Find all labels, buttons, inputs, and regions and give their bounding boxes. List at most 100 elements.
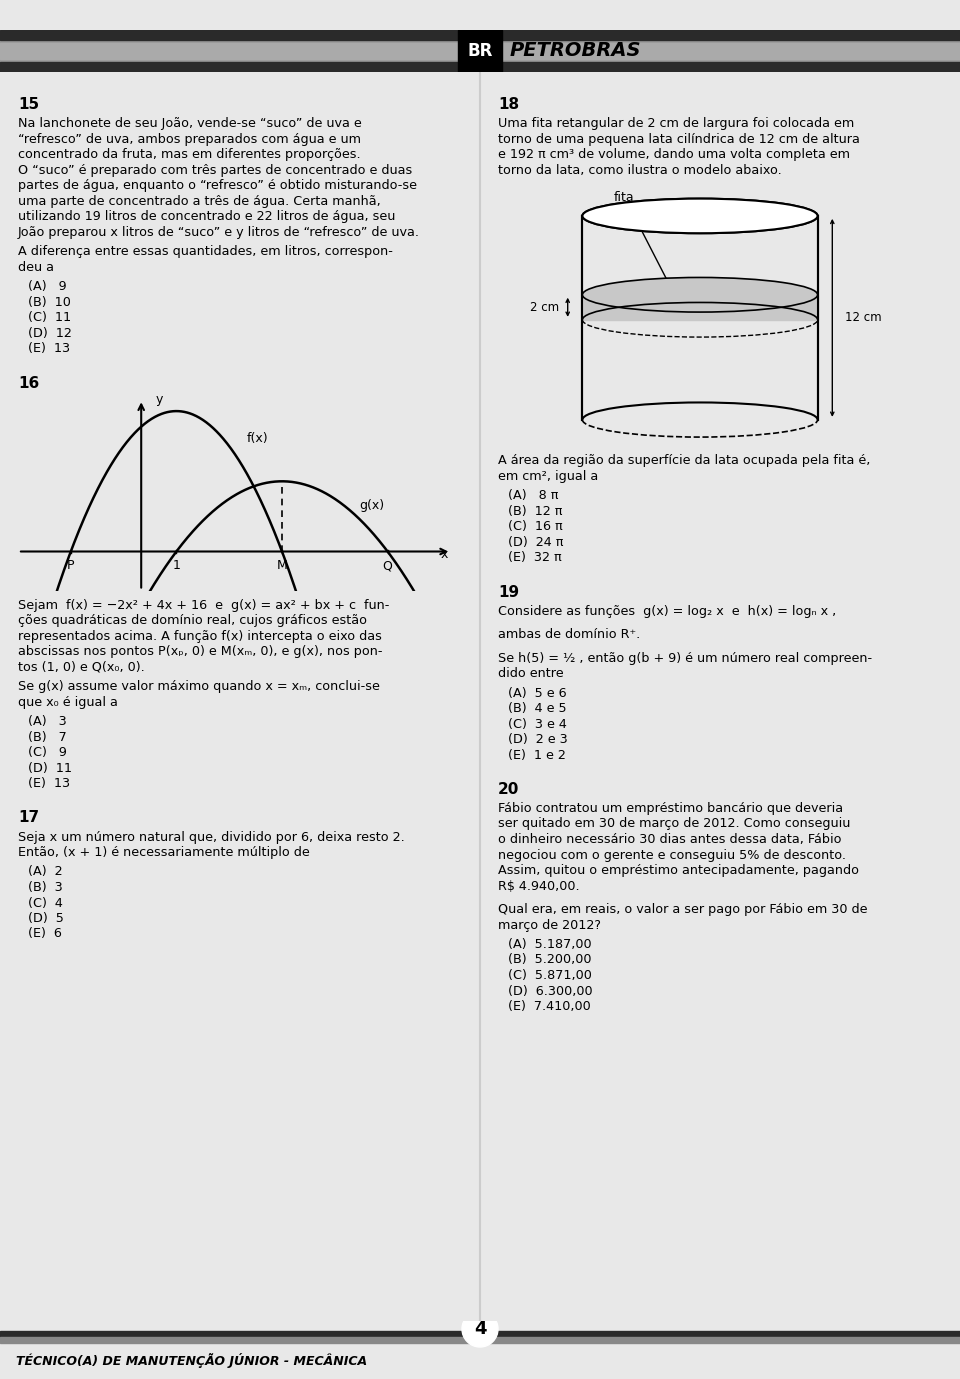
Text: 19: 19: [498, 585, 519, 600]
Bar: [0, 43, 960, 59]
Text: (C)  3 e 4: (C) 3 e 4: [508, 717, 566, 731]
Text: (A)   9: (A) 9: [28, 280, 66, 292]
Text: O “suco” é preparado com três partes de concentrado e duas: O “suco” é preparado com três partes de …: [18, 164, 412, 177]
Text: Uma fita retangular de 2 cm de largura foi colocada em: Uma fita retangular de 2 cm de largura f…: [498, 117, 854, 130]
Text: A área da região da superfície da lata ocupada pela fita é,: A área da região da superfície da lata o…: [498, 454, 871, 467]
Text: 4: 4: [473, 1320, 487, 1338]
Text: (E)  32 π: (E) 32 π: [508, 552, 562, 564]
Text: P: P: [67, 560, 75, 572]
Text: R$ 4.940,00.: R$ 4.940,00.: [498, 880, 580, 892]
Text: (B)  3: (B) 3: [28, 881, 62, 894]
Text: f(x): f(x): [247, 432, 269, 445]
Text: (A)  5.187,00: (A) 5.187,00: [508, 938, 591, 952]
Text: (E)  13: (E) 13: [28, 776, 70, 790]
Bar: [583, 295, 818, 320]
Text: (D)  11: (D) 11: [28, 761, 72, 775]
Text: ser quitado em 30 de março de 2012. Como conseguiu: ser quitado em 30 de março de 2012. Como…: [498, 818, 851, 830]
Text: ções quadráticas de domínio real, cujos gráficos estão: ções quadráticas de domínio real, cujos …: [18, 614, 367, 627]
Bar: [0, 1338, 960, 1343]
Text: (C)  5.871,00: (C) 5.871,00: [508, 969, 592, 982]
Bar: [0, 40, 960, 62]
Text: (C)  4: (C) 4: [28, 896, 62, 910]
Text: (E)  1 e 2: (E) 1 e 2: [508, 749, 565, 761]
Text: A diferença entre essas quantidades, em litros, correspon-: A diferença entre essas quantidades, em …: [18, 245, 393, 258]
Text: que x₀ é igual a: que x₀ é igual a: [18, 695, 118, 709]
Text: x: x: [441, 547, 447, 561]
Text: 2 cm: 2 cm: [530, 301, 559, 314]
Text: (C)  16 π: (C) 16 π: [508, 520, 563, 534]
Text: partes de água, enquanto o “refresco” é obtido misturando-se: partes de água, enquanto o “refresco” é …: [18, 179, 417, 192]
Text: Considere as funções  g(x) = log₂ x  e  h(x) = logₙ x ,: Considere as funções g(x) = log₂ x e h(x…: [498, 604, 836, 618]
Text: (D)  2 e 3: (D) 2 e 3: [508, 734, 567, 746]
Text: uma parte de concentrado a três de água. Certa manhã,: uma parte de concentrado a três de água.…: [18, 194, 381, 207]
Text: M: M: [276, 560, 287, 572]
Text: João preparou x litros de “suco” e y litros de “refresco” de uva.: João preparou x litros de “suco” e y lit…: [18, 226, 420, 239]
Text: (D)  12: (D) 12: [28, 327, 72, 339]
Text: BR: BR: [468, 41, 492, 61]
Circle shape: [462, 1311, 498, 1347]
Text: deu a: deu a: [18, 261, 54, 273]
Text: 1: 1: [173, 560, 180, 572]
Text: (D)  5: (D) 5: [28, 912, 64, 925]
Text: (D)  6.300,00: (D) 6.300,00: [508, 985, 592, 997]
Text: (B)   7: (B) 7: [28, 731, 67, 743]
Text: Se g(x) assume valor máximo quando x = xₘ, conclui-se: Se g(x) assume valor máximo quando x = x…: [18, 680, 380, 694]
Text: Na lanchonete de seu João, vende-se “suco” de uva e: Na lanchonete de seu João, vende-se “suc…: [18, 117, 362, 130]
Bar: [0, 30, 960, 40]
Text: representados acima. A função f(x) intercepta o eixo das: representados acima. A função f(x) inter…: [18, 629, 382, 643]
Text: Fábio contratou um empréstimo bancário que deveria: Fábio contratou um empréstimo bancário q…: [498, 803, 843, 815]
Text: (A)  5 e 6: (A) 5 e 6: [508, 687, 566, 699]
Text: negociou com o gerente e conseguiu 5% de desconto.: negociou com o gerente e conseguiu 5% de…: [498, 848, 846, 862]
Text: concentrado da fruta, mas em diferentes proporções.: concentrado da fruta, mas em diferentes …: [18, 148, 361, 161]
Text: 17: 17: [18, 811, 39, 826]
Text: (E)  6: (E) 6: [28, 928, 61, 940]
Text: Sejam  f(x) = −2x² + 4x + 16  e  g(x) = ax² + bx + c  fun-: Sejam f(x) = −2x² + 4x + 16 e g(x) = ax²…: [18, 598, 390, 611]
Text: g(x): g(x): [359, 499, 385, 512]
Text: 20: 20: [498, 782, 519, 797]
Text: Qual era, em reais, o valor a ser pago por Fábio em 30 de: Qual era, em reais, o valor a ser pago p…: [498, 903, 868, 916]
Text: (D)  24 π: (D) 24 π: [508, 535, 564, 549]
Text: (A)   3: (A) 3: [28, 714, 67, 728]
Bar: [458, 30, 502, 72]
Text: fita: fita: [614, 190, 677, 299]
Text: 12 cm: 12 cm: [846, 312, 882, 324]
Text: Assim, quitou o empréstimo antecipadamente, pagando: Assim, quitou o empréstimo antecipadamen…: [498, 865, 859, 877]
Text: (B)  4 e 5: (B) 4 e 5: [508, 702, 566, 714]
Text: (A)   8 π: (A) 8 π: [508, 490, 559, 502]
Text: Q: Q: [383, 560, 393, 572]
Text: o dinheiro necessário 30 dias antes dessa data, Fábio: o dinheiro necessário 30 dias antes dess…: [498, 833, 842, 845]
Ellipse shape: [583, 199, 818, 233]
Bar: [0, 62, 960, 72]
Text: ambas de domínio R⁺.: ambas de domínio R⁺.: [498, 627, 640, 641]
Text: (B)  5.200,00: (B) 5.200,00: [508, 953, 591, 967]
Text: (B)  12 π: (B) 12 π: [508, 505, 563, 517]
Text: (C)  11: (C) 11: [28, 312, 71, 324]
Ellipse shape: [583, 277, 818, 312]
Text: dido entre: dido entre: [498, 667, 564, 680]
Text: (C)   9: (C) 9: [28, 746, 67, 758]
Text: em cm², igual a: em cm², igual a: [498, 469, 598, 483]
Text: abscissas nos pontos P(xₚ, 0) e M(xₘ, 0), e g(x), nos pon-: abscissas nos pontos P(xₚ, 0) e M(xₘ, 0)…: [18, 645, 382, 658]
Text: tos (1, 0) e Q(x₀, 0).: tos (1, 0) e Q(x₀, 0).: [18, 661, 145, 673]
Text: y: y: [156, 393, 162, 407]
Text: e 192 π cm³ de volume, dando uma volta completa em: e 192 π cm³ de volume, dando uma volta c…: [498, 148, 850, 161]
Text: torno de uma pequena lata cilíndrica de 12 cm de altura: torno de uma pequena lata cilíndrica de …: [498, 132, 860, 146]
Text: (E)  7.410,00: (E) 7.410,00: [508, 1000, 590, 1014]
Text: TÉCNICO(A) DE MANUTENÇÃO JÚNIOR - MECÂNICA: TÉCNICO(A) DE MANUTENÇÃO JÚNIOR - MECÂNI…: [16, 1354, 367, 1368]
Bar: [0, 1331, 960, 1338]
Text: (B)  10: (B) 10: [28, 295, 71, 309]
Text: Se h(5) = ½ , então g(b + 9) é um número real compreen-: Se h(5) = ½ , então g(b + 9) é um número…: [498, 651, 872, 665]
Text: (E)  13: (E) 13: [28, 342, 70, 354]
Text: “refresco” de uva, ambos preparados com água e um: “refresco” de uva, ambos preparados com …: [18, 132, 361, 146]
Text: utilizando 19 litros de concentrado e 22 litros de água, seu: utilizando 19 litros de concentrado e 22…: [18, 210, 396, 223]
Text: (A)  2: (A) 2: [28, 866, 62, 878]
Text: Seja x um número natural que, dividido por 6, deixa resto 2.: Seja x um número natural que, dividido p…: [18, 830, 405, 844]
Text: março de 2012?: março de 2012?: [498, 918, 601, 931]
Text: 16: 16: [18, 375, 39, 390]
Ellipse shape: [583, 199, 818, 233]
Text: 15: 15: [18, 97, 39, 112]
Text: 18: 18: [498, 97, 519, 112]
Text: PETROBRAS: PETROBRAS: [510, 41, 641, 61]
Text: torno da lata, como ilustra o modelo abaixo.: torno da lata, como ilustra o modelo aba…: [498, 164, 781, 177]
Text: Então, (x + 1) é necessariamente múltiplo de: Então, (x + 1) é necessariamente múltipl…: [18, 845, 310, 859]
